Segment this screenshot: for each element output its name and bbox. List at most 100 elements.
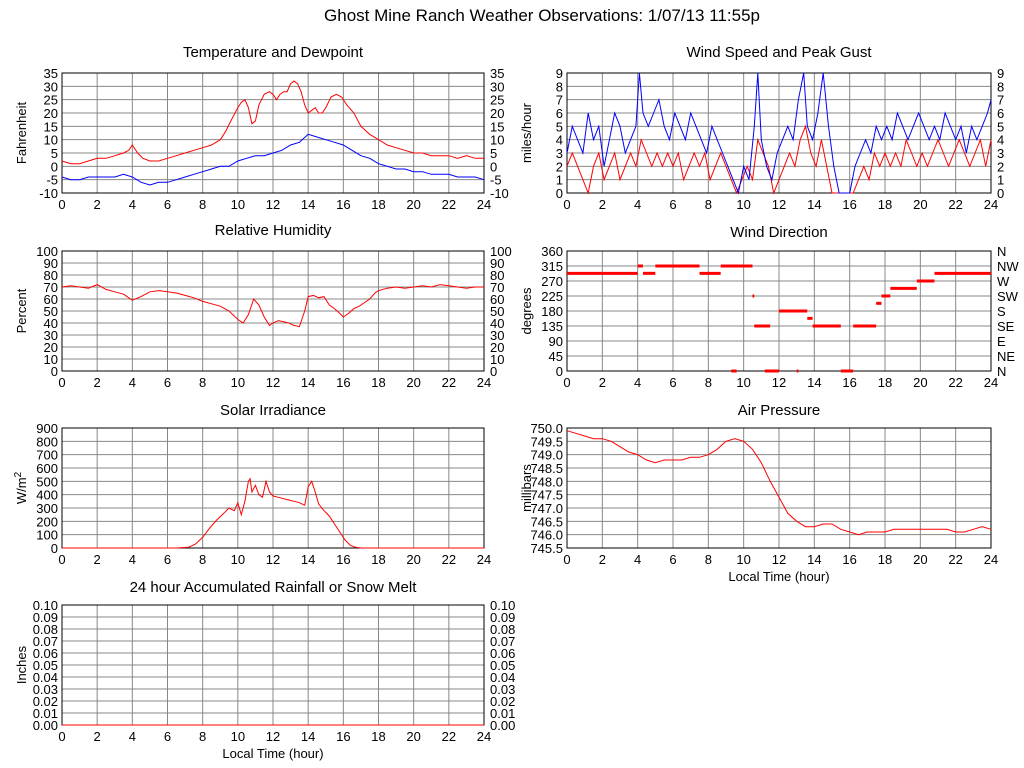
wind-chart-title: Wind Speed and Peak Gust (686, 44, 872, 61)
winddir-y-tick-label: 0 (556, 364, 563, 379)
page-title: Ghost Mine Ranch Weather Observations: 1… (324, 6, 760, 25)
rain-right-tick-label: 0.00 (490, 718, 515, 733)
humidity-right-tick-label: 100 (490, 244, 512, 259)
solar-y-tick-label: 200 (36, 514, 58, 529)
pressure-chart-title: Air Pressure (737, 402, 821, 419)
rain-y-tick-label: 0.06 (33, 646, 58, 661)
winddir-y-tick-label: 135 (541, 319, 563, 334)
wind-y-tick-label: 2 (556, 159, 563, 174)
rain-right-tick-label: 0.10 (490, 598, 515, 613)
temp-right-tick-label: -5 (490, 173, 502, 188)
humidity-x-tick-label: 22 (442, 375, 456, 390)
wind-y-axis-label: miles/hour (519, 102, 534, 163)
solar-x-tick-label: 2 (94, 552, 101, 567)
solar-y-tick-label: 900 (36, 421, 58, 436)
wind-x-tick-label: 10 (736, 197, 750, 212)
solar-x-tick-label: 18 (371, 552, 385, 567)
rain-right-tick-label: 0.05 (490, 658, 515, 673)
humidity-y-tick-label: 70 (44, 280, 58, 295)
temp-right-tick-label: 30 (490, 79, 504, 94)
rain-x-tick-label: 4 (129, 729, 136, 744)
temp-y-axis-label: Fahrenheit (14, 102, 29, 165)
temp-x-tick-label: 12 (266, 197, 280, 212)
pressure-x-tick-label: 8 (705, 552, 712, 567)
temp-x-tick-label: 8 (199, 197, 206, 212)
winddir-compass-label: NE (997, 349, 1015, 364)
rain-y-tick-label: 0.07 (33, 634, 58, 649)
rain-y-tick-label: 0.03 (33, 682, 58, 697)
winddir-x-tick-label: 12 (772, 375, 786, 390)
rain-x-tick-label: 6 (164, 729, 171, 744)
pressure-x-tick-label: 22 (948, 552, 962, 567)
humidity-chart-title: Relative Humidity (214, 222, 332, 239)
pressure-x-tick-label: 0 (563, 552, 570, 567)
pressure-y-tick-label: 746.0 (530, 528, 563, 543)
temp-y-tick-label: 20 (44, 106, 58, 121)
solar-plot-frame (61, 427, 485, 549)
temp-y-tick-label: -5 (46, 173, 58, 188)
temp-y-tick-label: 15 (44, 119, 58, 134)
winddir-x-tick-label: 8 (705, 375, 712, 390)
wind-x-tick-label: 4 (634, 197, 641, 212)
wind-right-tick-label: 0 (997, 186, 1004, 201)
winddir-x-tick-label: 0 (563, 375, 570, 390)
pressure-x-tick-label: 10 (736, 552, 750, 567)
solar-x-tick-label: 14 (301, 552, 315, 567)
solar-y-tick-label: 600 (36, 461, 58, 476)
rain-y-tick-label: 0.08 (33, 622, 58, 637)
rain-y-tick-label: 0.02 (33, 694, 58, 709)
pressure-x-tick-label: 20 (913, 552, 927, 567)
winddir-compass-label: NW (997, 259, 1019, 274)
wind-x-tick-label: 16 (842, 197, 856, 212)
humidity-y-axis-label: Percent (14, 288, 29, 333)
pressure-x-tick-label: 12 (772, 552, 786, 567)
winddir-y-tick-label: 270 (541, 274, 563, 289)
rain-x-tick-label: 24 (477, 729, 491, 744)
solar-x-tick-label: 10 (231, 552, 245, 567)
temp-right-tick-label: 0 (490, 159, 497, 174)
wind-x-tick-label: 2 (599, 197, 606, 212)
temp-y-tick-label: 0 (51, 159, 58, 174)
wind-y-tick-label: 9 (556, 66, 563, 81)
temp-x-tick-label: 20 (406, 197, 420, 212)
solar-chart-title: Solar Irradiance (220, 402, 326, 419)
wind-y-tick-label: 5 (556, 119, 563, 134)
humidity-x-tick-label: 6 (164, 375, 171, 390)
winddir-y-tick-label: 225 (541, 289, 563, 304)
temp-y-tick-label: 30 (44, 79, 58, 94)
pressure-x-tick-label: 2 (599, 552, 606, 567)
wind-right-tick-label: 3 (997, 146, 1004, 161)
humidity-y-tick-label: 30 (44, 328, 58, 343)
rain-x-tick-label: 2 (94, 729, 101, 744)
wind-right-tick-label: 8 (997, 79, 1004, 94)
temp-y-tick-label: 5 (51, 146, 58, 161)
wind-right-tick-label: 4 (997, 133, 1004, 148)
pressure-y-tick-label: 746.5 (530, 514, 563, 529)
rain-right-tick-label: 0.03 (490, 682, 515, 697)
wind-y-tick-label: 6 (556, 106, 563, 121)
rain-x-tick-label: 18 (371, 729, 385, 744)
rain-y-tick-label: 0.10 (33, 598, 58, 613)
pressure-x-tick-label: 14 (807, 552, 821, 567)
rain-x-tick-label: 14 (301, 729, 315, 744)
pressure-y-tick-label: 750.0 (530, 421, 563, 436)
humidity-y-tick-label: 0 (51, 364, 58, 379)
pressure-plot-frame (566, 427, 992, 549)
rain-right-tick-label: 0.01 (490, 706, 515, 721)
wind-series-1-line (566, 72, 992, 195)
humidity-right-tick-label: 10 (490, 352, 504, 367)
solar-x-tick-label: 8 (199, 552, 206, 567)
temp-x-tick-label: 16 (336, 197, 350, 212)
winddir-x-tick-label: 6 (669, 375, 676, 390)
wind-right-tick-label: 7 (997, 93, 1004, 108)
temp-right-tick-label: 15 (490, 119, 504, 134)
winddir-y-axis-label: degrees (519, 287, 534, 334)
wind-x-tick-label: 0 (563, 197, 570, 212)
wind-y-tick-label: 7 (556, 93, 563, 108)
temp-x-tick-label: 10 (231, 197, 245, 212)
wind-x-tick-label: 14 (807, 197, 821, 212)
temp-right-tick-label: 20 (490, 106, 504, 121)
rain-right-tick-label: 0.02 (490, 694, 515, 709)
solar-x-tick-label: 24 (477, 552, 491, 567)
temp-y-tick-label: -10 (39, 186, 58, 201)
